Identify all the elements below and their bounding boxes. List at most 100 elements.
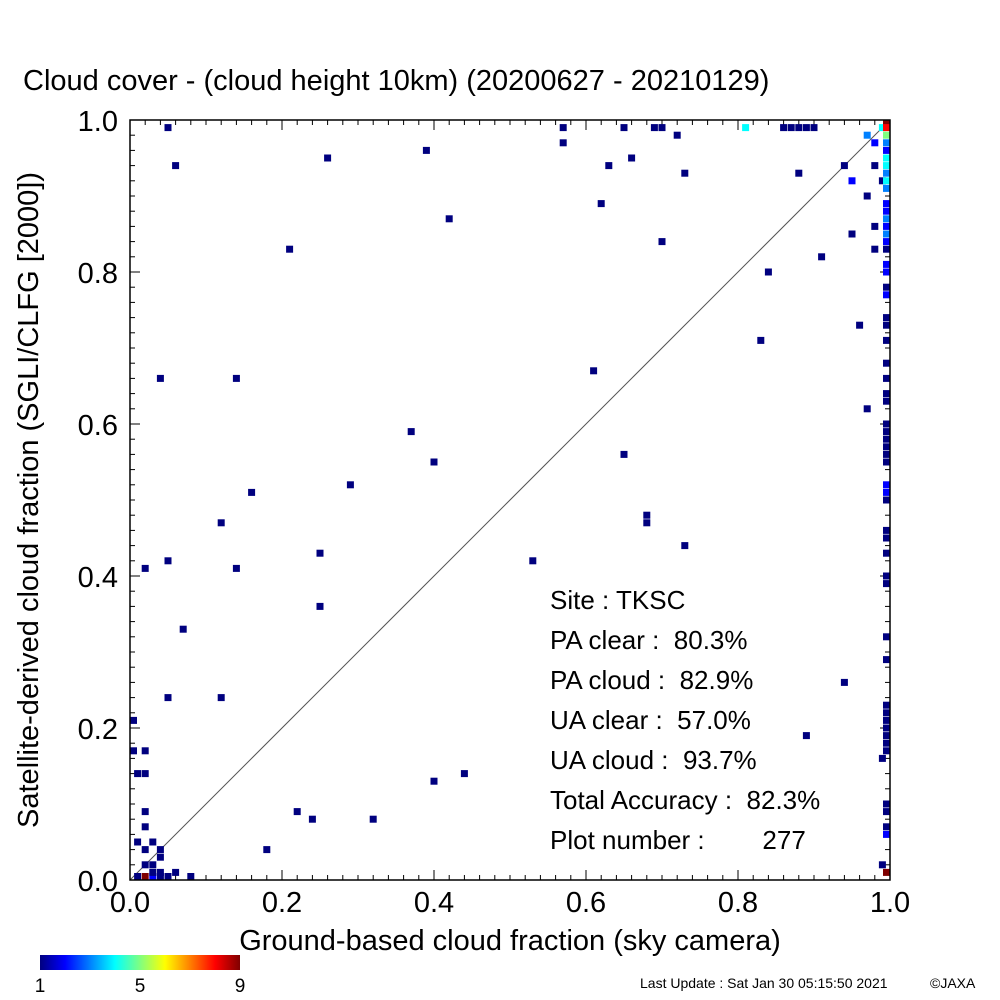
data-cell: [407, 428, 415, 436]
data-cell: [346, 481, 354, 489]
data-cell: [141, 564, 149, 572]
colorbar-tick-label: 5: [135, 976, 146, 997]
data-cell: [681, 169, 689, 177]
x-tick-label: 0.2: [262, 887, 302, 919]
data-cell: [316, 602, 324, 610]
data-cell: [248, 488, 256, 496]
data-cell: [840, 162, 848, 170]
x-tick-label: 0.8: [718, 887, 758, 919]
data-cell: [172, 868, 180, 876]
data-cell: [141, 823, 149, 831]
data-cell: [134, 770, 142, 778]
data-cell: [883, 230, 890, 238]
data-cell: [263, 846, 271, 854]
colorbar-tick-label: 1: [35, 976, 46, 997]
data-cell: [883, 488, 890, 496]
data-cell: [149, 873, 157, 880]
data-cell: [871, 162, 879, 170]
data-cell: [883, 291, 890, 299]
data-cell: [149, 838, 157, 846]
data-cell: [597, 200, 605, 208]
data-cell: [871, 139, 879, 147]
y-tick-label: 0.8: [78, 258, 118, 290]
data-cell: [217, 694, 225, 702]
data-cell: [156, 853, 164, 861]
data-cell: [810, 124, 818, 132]
data-cell: [430, 777, 438, 785]
stat-line: PA cloud : 82.9%: [550, 665, 753, 695]
data-cell: [643, 519, 651, 527]
data-cell: [883, 443, 890, 451]
stat-line: Site : TKSC: [550, 585, 685, 615]
data-cell: [883, 260, 890, 268]
data-cell: [149, 861, 157, 869]
data-cell: [156, 868, 164, 876]
data-cell: [863, 192, 871, 200]
data-cell: [840, 678, 848, 686]
data-cell: [141, 808, 149, 816]
data-cell: [430, 458, 438, 466]
data-cell: [156, 873, 164, 880]
data-cell: [883, 374, 890, 382]
data-cell: [883, 496, 890, 504]
copyright-text: ©JAXA: [930, 975, 976, 991]
data-cell: [878, 754, 886, 762]
data-cell: [883, 200, 890, 208]
data-cell: [883, 359, 890, 367]
x-tick-label: 1.0: [870, 887, 910, 919]
data-cell: [883, 336, 890, 344]
data-cell: [883, 549, 890, 557]
data-cell: [172, 162, 180, 170]
data-cell: [878, 177, 886, 185]
data-cell: [863, 405, 871, 413]
data-cell: [883, 830, 890, 838]
y-tick-label: 0.6: [78, 410, 118, 442]
data-cell: [232, 564, 240, 572]
data-cell: [742, 124, 750, 132]
last-update-text: Last Update : Sat Jan 30 05:15:50 2021: [640, 975, 888, 991]
data-cell: [164, 694, 172, 702]
data-cell: [620, 450, 628, 458]
data-cell: [795, 124, 803, 132]
data-cell: [883, 131, 890, 139]
x-axis-label: Ground-based cloud fraction (sky camera): [239, 925, 781, 957]
data-cell: [856, 321, 864, 329]
data-cell: [422, 146, 430, 154]
data-cell: [286, 245, 294, 253]
data-cell: [590, 367, 598, 375]
data-cell: [141, 861, 149, 869]
stat-line: Total Accuracy : 82.3%: [550, 785, 820, 815]
data-cell: [883, 724, 890, 732]
stat-line: UA cloud : 93.7%: [550, 745, 757, 775]
stat-line: Plot number : 277: [550, 825, 806, 855]
data-cell: [324, 154, 332, 162]
data-cell: [179, 625, 187, 633]
data-cell: [130, 747, 137, 755]
data-cell: [883, 534, 890, 542]
stat-line: UA clear : 57.0%: [550, 705, 751, 735]
data-cell: [643, 511, 651, 519]
data-cell: [883, 747, 890, 755]
data-cell: [883, 732, 890, 740]
data-cell: [878, 861, 886, 869]
data-cell: [141, 846, 149, 854]
data-cell: [883, 739, 890, 747]
y-axis-label: Satellite-derived cloud fraction (SGLI/C…: [13, 172, 45, 828]
data-cell: [883, 222, 890, 230]
data-cell: [883, 428, 890, 436]
data-cell: [780, 124, 788, 132]
data-cell: [818, 253, 826, 261]
data-cell: [757, 336, 765, 344]
data-cell: [620, 124, 628, 132]
plot-frame: [129, 119, 891, 881]
data-cell: [134, 873, 142, 880]
data-cell: [164, 557, 172, 565]
data-cell: [658, 238, 666, 246]
data-cell: [141, 873, 149, 880]
data-cell: [883, 397, 890, 405]
colorbar: [40, 955, 240, 970]
colorbar-labels: 1 5 9: [35, 976, 246, 997]
data-cell: [156, 374, 164, 382]
data-cell: [883, 868, 890, 876]
data-cell: [883, 580, 890, 588]
